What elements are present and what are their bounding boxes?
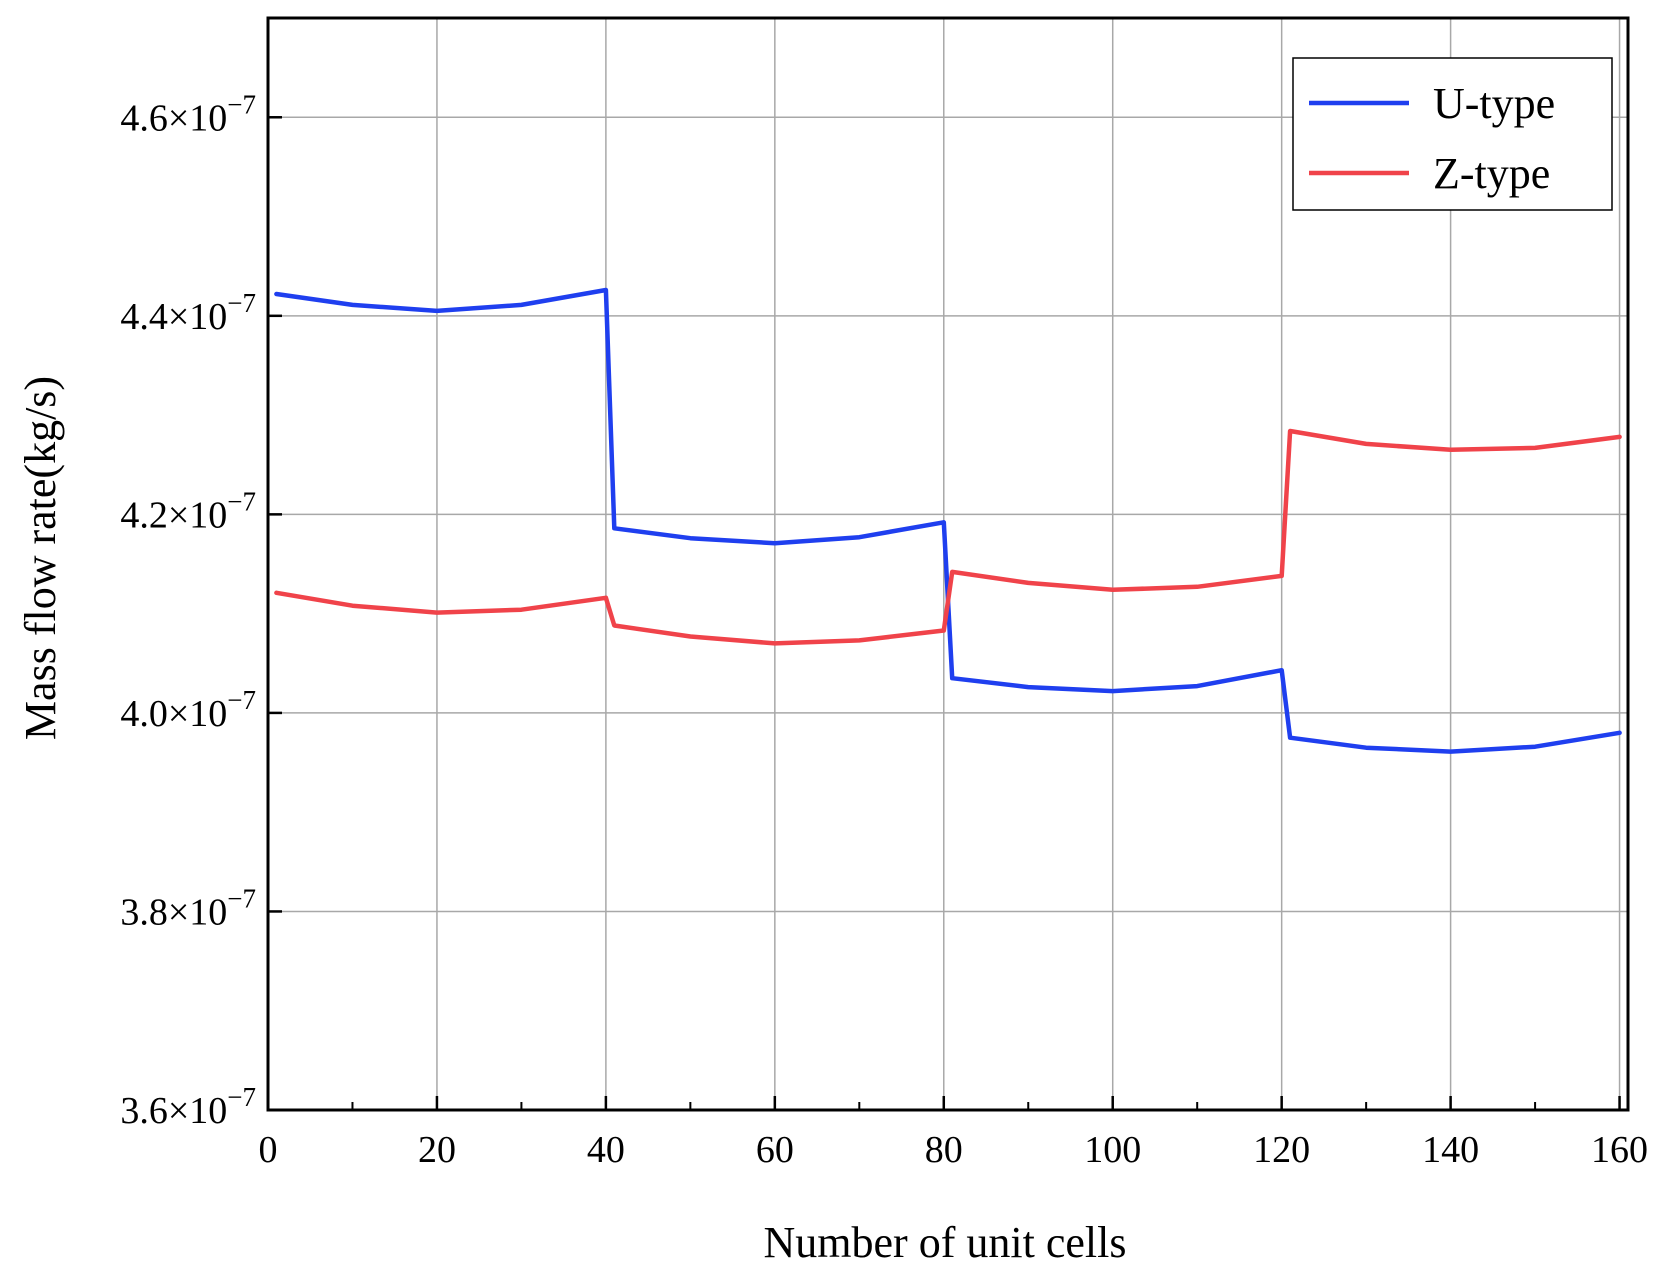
y-axis-label: Mass flow rate(kg/s) bbox=[16, 376, 65, 740]
x-tick-label: 0 bbox=[259, 1129, 278, 1171]
axis-ticks bbox=[266, 116, 1621, 1112]
y-tick-label: 4.0×10−7 bbox=[120, 685, 256, 735]
x-tick-label: 80 bbox=[925, 1129, 963, 1171]
x-axis-label: Number of unit cells bbox=[764, 1218, 1127, 1267]
legend-box bbox=[1292, 57, 1613, 211]
x-tick-label: 40 bbox=[587, 1129, 625, 1171]
y-tick-label: 4.6×10−7 bbox=[120, 89, 256, 139]
y-tick-label: 3.8×10−7 bbox=[120, 883, 256, 933]
y-tick-label: 3.6×10−7 bbox=[120, 1082, 256, 1132]
y-tick-label: 4.2×10−7 bbox=[120, 486, 256, 536]
x-tick-label: 160 bbox=[1591, 1129, 1648, 1171]
x-tick-labels: 0 20 40 60 80 100 120 140 160 bbox=[259, 1129, 1649, 1171]
x-tick-label: 60 bbox=[756, 1129, 794, 1171]
series-lines bbox=[274, 287, 1622, 754]
y-tick-label: 4.4×10−7 bbox=[120, 288, 256, 338]
legend-label: U-type bbox=[1433, 79, 1555, 128]
x-tick-label: 120 bbox=[1253, 1129, 1310, 1171]
x-tick-label: 100 bbox=[1084, 1129, 1141, 1171]
x-tick-label: 140 bbox=[1422, 1129, 1479, 1171]
plot-frame bbox=[266, 16, 1630, 1112]
legend-label: Z-type bbox=[1433, 149, 1550, 198]
series-line-z-type bbox=[274, 428, 1622, 646]
grid-lines bbox=[268, 18, 1628, 1110]
legend: U-type Z-type bbox=[1292, 57, 1613, 211]
x-tick-label: 20 bbox=[418, 1129, 456, 1171]
y-tick-labels: 3.6×10−7 3.8×10−7 4.0×10−7 4.2×10−7 4.4×10−7… bbox=[120, 89, 256, 1132]
